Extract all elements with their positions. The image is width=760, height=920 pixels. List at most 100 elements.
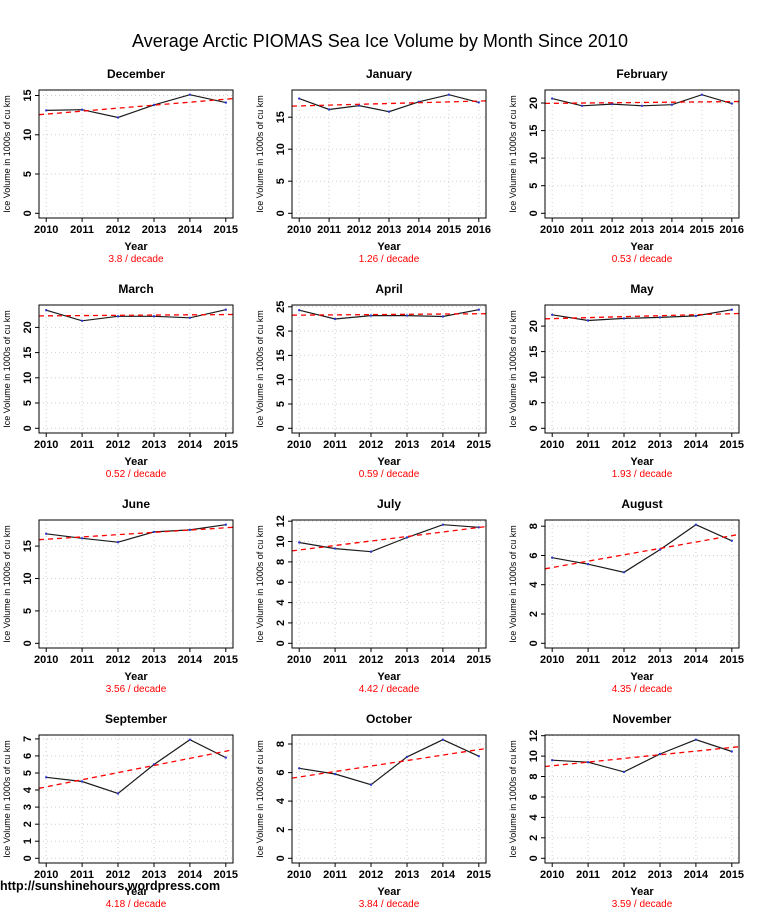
y-tick-label: 5 [22,171,34,177]
watermark-url: http://sunshinehours.wordpress.com [0,879,221,893]
trend-line [38,749,234,789]
y-tick-label: 10 [22,129,34,141]
x-tick-label: 2014 [431,869,456,881]
x-tick-label: 2014 [178,869,203,881]
data-point [224,523,227,526]
y-tick-label: 10 [528,750,540,762]
data-point [658,548,662,551]
x-tick-label: 2014 [178,654,203,666]
chart-june: 2010 2011 2012 2013 2014 2015 0 5 10 15 June Ice Vo… [0,490,253,705]
data-point [622,317,626,320]
y-axis-label: Ice Volume in 1000s of cu km [508,95,518,213]
y-tick-label: 15 [275,349,287,361]
x-tick-label: 2014 [431,439,456,451]
y-tick-label: 10 [528,371,540,383]
data-point [188,738,192,741]
y-axis-label: Ice Volume in 1000s of cu km [508,310,518,428]
data-line [46,739,227,795]
y-tick-label: 0 [275,425,287,431]
y-tick-label: 4 [22,786,34,793]
x-tick-label: 2011 [323,439,347,451]
x-tick-label: 2015 [690,224,714,236]
x-tick-label: 2015 [720,439,744,451]
y-tick-label: 0 [528,425,540,431]
data-point [116,116,120,119]
data-point [333,317,337,321]
data-point [333,547,337,550]
trend-label: 3.8 / decade [108,254,163,265]
y-tick-label: 1 [22,838,34,844]
x-tick-label: 2012 [359,439,383,451]
x-tick-label: 2011 [570,224,594,236]
plot-box [544,304,740,434]
x-tick-label: 2010 [287,439,311,451]
x-tick-label: 2015 [720,654,744,666]
chart-may: 2010 2011 2012 2013 2014 2015 0 5 10 15 20 May Ice V… [506,275,759,490]
x-tick-label: 2013 [630,224,654,236]
data-point [45,532,48,535]
figure-title: Average Arctic PIOMAS Sea Ice Volume by … [132,31,628,51]
subplot-title: September [105,712,167,726]
y-tick-label: 7 [22,736,34,742]
data-point [188,528,192,532]
data-line [299,739,480,786]
plot-box [38,304,234,434]
data-point [327,108,331,111]
subplot-svg: 2010 2011 2012 2013 2014 2015 0 5 10 15 20 25 April I… [255,282,491,480]
y-tick-label: 4 [275,797,287,804]
x-tick-label: 2015 [467,654,491,666]
trend-label: 4.18 / decade [106,899,167,910]
data-point [357,104,361,107]
y-tick-label: 5 [22,770,34,776]
x-axis-label: Year [124,456,148,468]
trend-line [38,526,234,541]
data-point [405,536,409,539]
x-tick-label: 2014 [684,439,709,451]
plot-box [291,304,487,434]
x-tick-label: 2010 [34,654,58,666]
subplot-svg: 2010 2011 2012 2013 2014 2015 0 2 4 6 8 10 12 Novembe… [508,712,744,910]
subplot-svg: 2010 2011 2012 2013 2014 2015 0 1 2 3 4 5 6 7 Septembe… [2,712,238,910]
data-point [622,571,626,574]
data-point [586,761,590,764]
x-tick-label: 2011 [576,869,600,881]
x-tick-label: 2011 [70,869,94,881]
y-tick-label: 12 [275,515,287,527]
y-tick-label: 5 [22,400,34,406]
data-point [188,93,192,96]
plot-box [544,519,740,649]
y-tick-label: 5 [22,608,34,614]
y-tick-label: 6 [275,770,287,776]
data-point [730,539,733,542]
y-tick-label: 12 [528,730,540,742]
plot-box [544,734,740,864]
x-tick-label: 2013 [142,224,166,236]
x-tick-label: 2011 [317,224,341,236]
x-axis-label: Year [124,241,148,253]
plot-box [38,519,234,649]
data-point [441,315,445,318]
data-point [298,767,301,770]
chart-grid: 2010 2011 2012 2013 2014 2015 0 5 10 15 December Ic… [0,60,760,920]
x-tick-label: 2014 [431,654,456,666]
trend-label: 4.42 / decade [359,684,420,695]
y-axis-label: Ice Volume in 1000s of cu km [2,525,12,643]
data-point [405,314,409,317]
subplot-title: February [616,67,668,81]
y-tick-label: 0 [275,640,287,646]
plot-box [38,734,234,864]
y-tick-label: 0 [22,640,34,646]
y-tick-label: 0 [528,855,540,861]
data-line [552,739,732,773]
data-point [551,97,554,100]
y-tick-label: 10 [22,372,34,384]
subplot-svg: 2010 2011 2012 2013 2014 2015 2016 0 5 10 15 20 Febr… [508,67,744,265]
y-tick-label: 5 [275,401,287,407]
x-tick-label: 2011 [323,869,347,881]
x-axis-label: Year [630,241,654,253]
y-tick-label: 20 [22,321,34,333]
x-tick-label: 2011 [70,654,94,666]
data-point [298,541,301,544]
data-point [441,738,445,741]
x-axis-label: Year [124,671,148,683]
